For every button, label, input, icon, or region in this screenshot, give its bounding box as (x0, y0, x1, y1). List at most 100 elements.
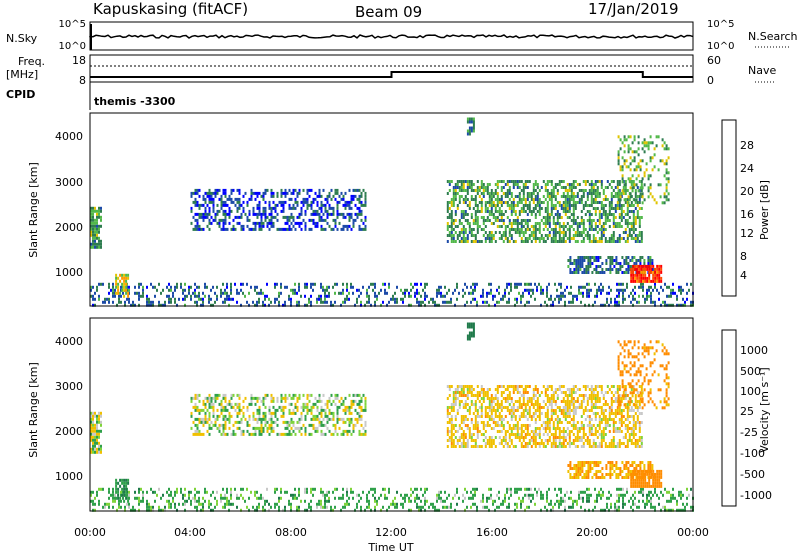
velocity-cell (323, 409, 325, 412)
power-cell (275, 216, 277, 219)
velocity-cell (572, 506, 574, 509)
velocity-cell (457, 391, 459, 394)
velocity-cell (516, 491, 518, 494)
power-cell (440, 286, 442, 289)
velocity-cell (333, 418, 335, 421)
power-cell (327, 213, 329, 216)
velocity-cell (331, 412, 333, 415)
velocity-cell (349, 412, 351, 415)
power-cell (656, 271, 658, 274)
velocity-cell (290, 494, 292, 497)
velocity-cell (400, 494, 402, 497)
velocity-cell (324, 506, 326, 509)
power-cell (277, 213, 279, 216)
velocity-cell (222, 506, 224, 509)
power-cell (611, 192, 613, 195)
velocity-cell (333, 415, 335, 418)
power-cell (656, 268, 658, 271)
power-cell (532, 292, 534, 295)
power-cell (575, 262, 577, 265)
velocity-cell (247, 409, 249, 412)
velocity-cell (648, 500, 650, 503)
velocity-cell (652, 506, 654, 509)
power-cell (505, 225, 507, 228)
power-cell (569, 216, 571, 219)
power-cell (479, 186, 481, 189)
power-cell (233, 189, 235, 192)
power-cell (511, 234, 513, 237)
velocity-cell (493, 397, 495, 400)
power-cell (611, 204, 613, 207)
power-cell (459, 195, 461, 198)
power-cell (422, 301, 424, 304)
velocity-cell (475, 442, 477, 445)
velocity-cell (305, 418, 307, 421)
power-cell (459, 198, 461, 201)
velocity-cell (648, 491, 650, 494)
velocity-cell (239, 412, 241, 415)
velocity-cell (204, 491, 206, 494)
power-cell (569, 204, 571, 207)
power-cell (125, 277, 127, 280)
power-cell (591, 186, 593, 189)
power-cell (259, 192, 261, 195)
power-cell (464, 283, 466, 286)
power-cell (644, 298, 646, 301)
power-cell (613, 189, 615, 192)
velocity-cell (221, 433, 223, 436)
power-cell (469, 204, 471, 207)
velocity-cell (511, 442, 513, 445)
power-cell (631, 201, 633, 204)
power-cell (170, 301, 172, 304)
velocity-cell (457, 439, 459, 442)
power-cell (455, 195, 457, 198)
power-cell (646, 298, 648, 301)
power-cell (589, 265, 591, 268)
power-cell (652, 265, 654, 268)
power-cell (261, 228, 263, 231)
power-cell (489, 201, 491, 204)
velocity-cell (118, 500, 120, 503)
velocity-cell (485, 394, 487, 397)
power-cell (199, 213, 201, 216)
velocity-cell (503, 406, 505, 409)
velocity-cell (486, 497, 488, 500)
power-cell (658, 292, 660, 295)
power-cell (349, 207, 351, 210)
power-cell (535, 240, 537, 243)
power-cell (221, 195, 223, 198)
power-cell (98, 295, 100, 298)
power-cell (449, 234, 451, 237)
velocity-cell (208, 503, 210, 506)
power-cell (535, 183, 537, 186)
power-cell (196, 286, 198, 289)
velocity-cell (481, 421, 483, 424)
power-cell (527, 186, 529, 189)
power-cell (533, 183, 535, 186)
power-cell (640, 277, 642, 280)
power-cell (641, 183, 643, 186)
power-cell (627, 222, 629, 225)
power-cell (221, 219, 223, 222)
power-cell (492, 298, 494, 301)
power-cell (485, 237, 487, 240)
velocity-cell (472, 503, 474, 506)
power-cell (311, 213, 313, 216)
velocity-cell (281, 397, 283, 400)
velocity-cell (449, 418, 451, 421)
power-cell (293, 219, 295, 222)
power-cell (567, 210, 569, 213)
velocity-cell (96, 433, 98, 436)
velocity-cell (269, 412, 271, 415)
velocity-cell (94, 412, 96, 415)
power-cell (575, 271, 577, 274)
power-cell (509, 189, 511, 192)
velocity-cell (337, 394, 339, 397)
velocity-cell (315, 415, 317, 418)
velocity-cell (291, 397, 293, 400)
power-cell (290, 301, 292, 304)
velocity-cell (467, 388, 469, 391)
velocity-cell (263, 418, 265, 421)
power-cell (432, 298, 434, 301)
power-cell (414, 292, 416, 295)
